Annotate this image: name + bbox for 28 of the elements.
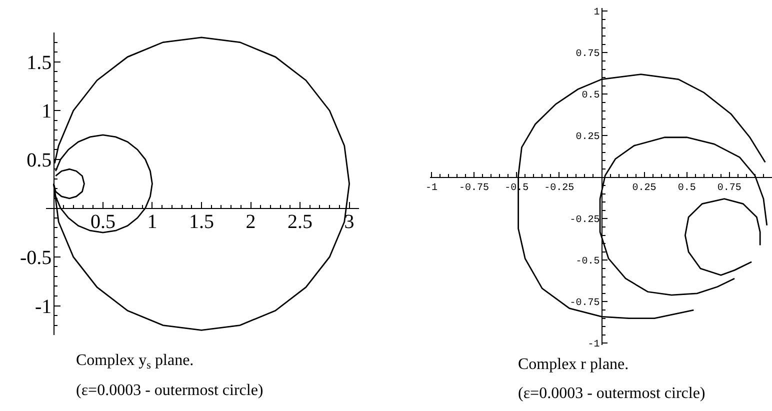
y-tick-label: -0.5 — [576, 256, 600, 268]
y-tick-label: 0.5 — [582, 90, 600, 102]
y-tick-label: 0.75 — [576, 49, 600, 60]
x-tick-label: 1 — [147, 211, 158, 234]
x-tick-label: -0.75 — [459, 183, 490, 194]
y-tick-label: -0.75 — [570, 298, 600, 310]
x-tick-label: 2.5 — [288, 211, 313, 234]
y-tick-label: -1 — [588, 340, 600, 351]
x-tick-label: 0.5 — [678, 183, 696, 194]
x-tick-label: -0.25 — [544, 183, 574, 194]
y-tick-label: 1.5 — [26, 52, 52, 74]
x-tick-label: 0.25 — [632, 183, 656, 194]
text: (ε=0.0003 - outermost circle) — [518, 385, 706, 402]
x-tick-label: -1 — [425, 183, 438, 194]
x-tick-label: 0.75 — [717, 183, 742, 194]
x-tick-label: 0.5 — [90, 211, 116, 234]
y-tick-label: -1 — [34, 296, 52, 318]
y-tick-label: 1 — [42, 100, 52, 123]
x-tick-label: 2 — [246, 211, 256, 234]
x-tick-label: 3 — [344, 211, 354, 234]
text: (ε=0.0003 - outermost circle) — [76, 382, 264, 399]
y-tick-label: 0.25 — [576, 132, 600, 144]
y-tick-label: -0.5 — [20, 246, 52, 269]
text: Complex y$_{s}$ plane. — [76, 352, 194, 372]
y-tick-label: 1 — [594, 8, 600, 19]
text: Complex r plane. — [518, 356, 629, 373]
x-tick-label: 1.5 — [188, 211, 214, 234]
y-tick-label: 0.5 — [26, 149, 52, 172]
